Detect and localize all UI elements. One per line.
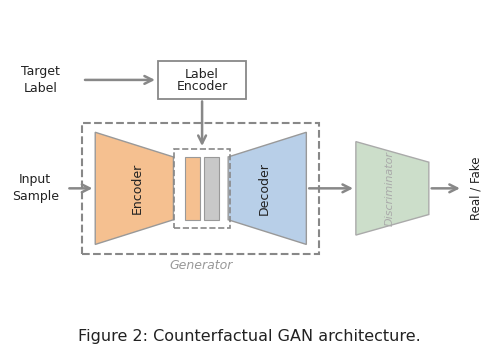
Text: Figure 2: Counterfactual GAN architecture.: Figure 2: Counterfactual GAN architectur… [78, 329, 420, 344]
Text: Target
Label: Target Label [21, 65, 60, 95]
Text: Encoder: Encoder [130, 163, 143, 214]
Bar [82, 123, 319, 254]
Polygon shape [356, 142, 429, 235]
Polygon shape [95, 132, 173, 245]
Bar [174, 149, 230, 228]
Text: Discriminator: Discriminator [385, 151, 395, 226]
Text: Label: Label [185, 68, 219, 81]
Text: Input
Sample: Input Sample [12, 173, 59, 203]
Text: Generator: Generator [169, 260, 233, 272]
Polygon shape [228, 132, 306, 245]
Text: Real / Fake: Real / Fake [469, 156, 482, 220]
Bar [185, 157, 200, 219]
Bar [158, 61, 247, 98]
Bar [204, 157, 219, 219]
Text: Decoder: Decoder [258, 162, 271, 215]
Text: Encoder: Encoder [176, 80, 228, 93]
